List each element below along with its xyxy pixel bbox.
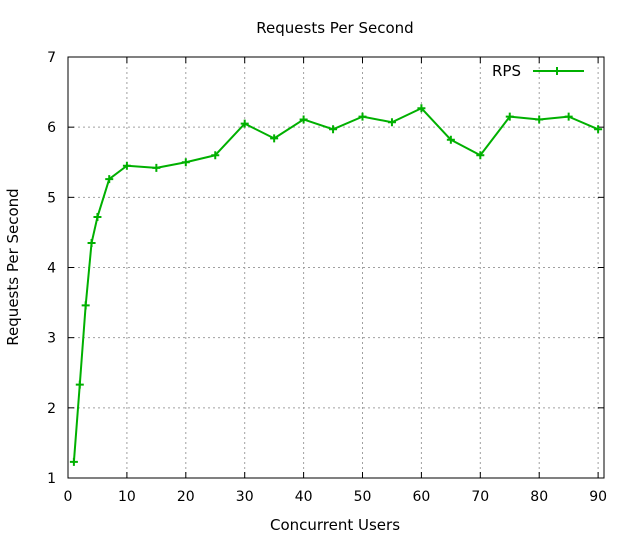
data-point: [152, 163, 161, 172]
y-tick-label: 1: [47, 471, 56, 487]
y-tick-label: 2: [47, 401, 56, 417]
data-point: [358, 112, 367, 121]
x-tick-label: 40: [295, 489, 313, 505]
y-axis-label: Requests Per Second: [4, 188, 22, 345]
x-tick-label: 80: [530, 489, 548, 505]
y-axis-ticks: 1 2 3 4 5 6 7: [47, 50, 604, 487]
data-point: [594, 125, 603, 134]
data-point: [240, 119, 249, 128]
y-tick-label: 4: [47, 261, 56, 277]
data-point: [564, 112, 573, 121]
data-point: [93, 212, 102, 221]
legend-label-rps: RPS: [492, 62, 521, 80]
y-tick-label: 7: [47, 50, 56, 66]
x-tick-label: 20: [177, 489, 195, 505]
x-axis-ticks: 0 10 20 30 40 50 60 70 80 90: [64, 57, 607, 505]
data-point: [105, 175, 114, 184]
data-point: [476, 151, 485, 160]
data-point: [75, 380, 84, 389]
y-tick-label: 5: [47, 190, 56, 206]
x-tick-label: 30: [236, 489, 254, 505]
data-point: [535, 115, 544, 124]
grid: [68, 57, 604, 478]
data-point: [122, 161, 131, 170]
x-tick-label: 70: [471, 489, 489, 505]
data-point: [270, 134, 279, 143]
data-point: [387, 118, 396, 127]
x-tick-label: 60: [412, 489, 430, 505]
data-point: [417, 104, 426, 113]
x-tick-label: 50: [354, 489, 372, 505]
x-tick-label: 0: [64, 489, 73, 505]
data-point: [505, 112, 514, 121]
data-point: [87, 238, 96, 247]
data-point: [329, 125, 338, 134]
data-point: [81, 301, 90, 310]
y-tick-label: 6: [47, 120, 56, 136]
data-point: [69, 457, 78, 466]
legend-marker-rps: [553, 67, 561, 75]
data-point: [299, 115, 308, 124]
data-point: [211, 151, 220, 160]
y-tick-label: 3: [47, 331, 56, 347]
legend: RPS: [492, 62, 584, 80]
x-axis-label: Concurrent Users: [270, 516, 400, 534]
chart-title: Requests Per Second: [256, 19, 413, 37]
data-point: [446, 135, 455, 144]
series-layer: [69, 104, 603, 466]
x-tick-label: 10: [118, 489, 136, 505]
series-line-rps: [72, 107, 599, 462]
x-tick-label: 90: [589, 489, 607, 505]
data-point: [181, 158, 190, 167]
